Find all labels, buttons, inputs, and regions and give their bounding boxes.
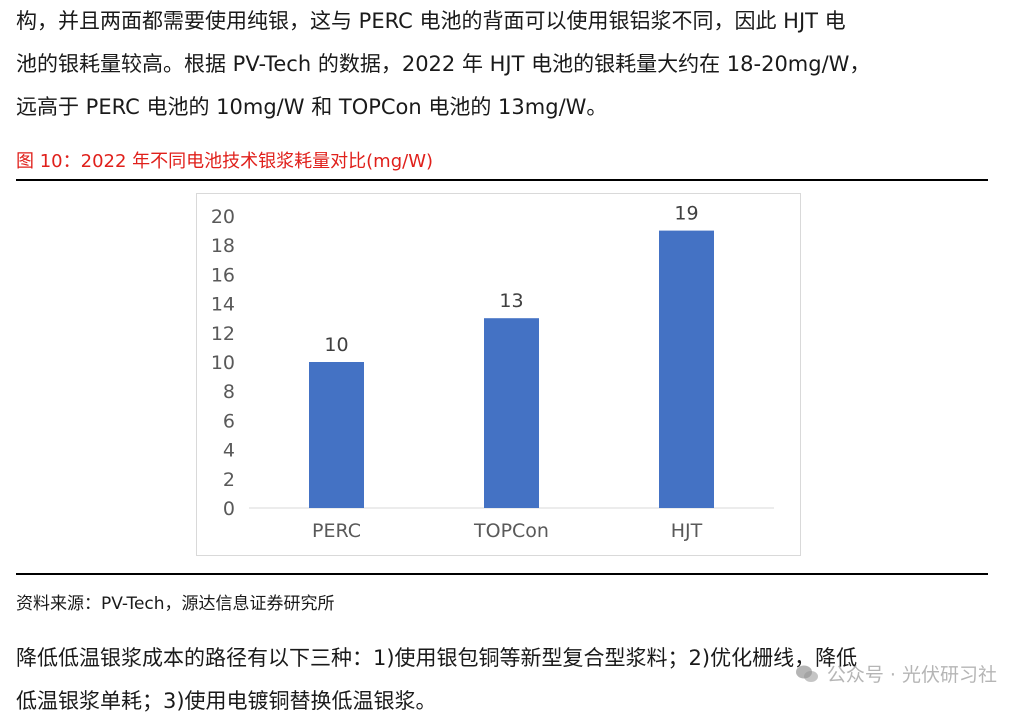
bar bbox=[659, 230, 714, 508]
source-divider bbox=[16, 573, 988, 575]
paragraph-line: 池的银耗量较高。根据 PV-Tech 的数据，2022 年 HJT 电池的银耗量… bbox=[16, 52, 871, 76]
y-tick-label: 12 bbox=[211, 323, 235, 345]
y-tick-label: 20 bbox=[211, 206, 235, 228]
paragraph-line: 降低低温银浆成本的路径有以下三种：1)使用银包铜等新型复合型浆料；2)优化栅线，… bbox=[16, 646, 858, 670]
bar bbox=[309, 362, 364, 508]
y-tick-label: 14 bbox=[211, 294, 235, 316]
data-label: 19 bbox=[674, 203, 698, 225]
x-tick-label: HJT bbox=[671, 520, 703, 542]
data-label: 10 bbox=[324, 334, 348, 356]
paragraph-outro: 降低低温银浆成本的路径有以下三种：1)使用银包铜等新型复合型浆料；2)优化栅线，… bbox=[16, 637, 857, 723]
y-tick-label: 0 bbox=[223, 498, 235, 520]
caption-divider bbox=[16, 179, 988, 181]
y-tick-label: 2 bbox=[223, 469, 235, 491]
y-tick-label: 4 bbox=[223, 440, 235, 462]
paragraph-line: 远高于 PERC 电池的 10mg/W 和 TOPCon 电池的 13mg/W。 bbox=[16, 95, 608, 119]
y-tick-label: 10 bbox=[211, 352, 235, 374]
y-tick-label: 6 bbox=[223, 410, 235, 432]
bar bbox=[484, 318, 539, 508]
watermark-text: 公众号 · 光伏研习社 bbox=[826, 664, 997, 686]
data-label: 13 bbox=[499, 290, 523, 312]
figure-caption: 图 10：2022 年不同电池技术银浆耗量对比(mg/W) bbox=[16, 151, 434, 172]
paragraph-line: 低温银浆单耗；3)使用电镀铜替换低温银浆。 bbox=[16, 689, 437, 713]
paragraph-line: 构，并且两面都需要使用纯银，这与 PERC 电池的背面可以使用银铝浆不同，因此 … bbox=[16, 9, 846, 33]
wechat-icon bbox=[795, 665, 818, 682]
watermark: 公众号 · 光伏研习社 bbox=[795, 660, 997, 687]
paragraph-intro: 构，并且两面都需要使用纯银，这与 PERC 电池的背面可以使用银铝浆不同，因此 … bbox=[16, 0, 870, 129]
source-note: 资料来源：PV-Tech，源达信息证券研究所 bbox=[16, 594, 335, 614]
chart-frame: 0 2 4 6 8 10 12 14 16 18 20 10 PERC 13 TOPCon 19 HJT bbox=[196, 193, 801, 556]
bar-chart: 0 2 4 6 8 10 12 14 16 18 20 10 PERC 13 TOPCon 19 HJT bbox=[211, 203, 774, 542]
y-tick-label: 16 bbox=[211, 264, 235, 286]
y-tick-label: 18 bbox=[211, 235, 235, 257]
x-tick-label: PERC bbox=[312, 520, 361, 542]
x-tick-label: TOPCon bbox=[473, 520, 549, 542]
y-tick-label: 8 bbox=[223, 381, 235, 403]
